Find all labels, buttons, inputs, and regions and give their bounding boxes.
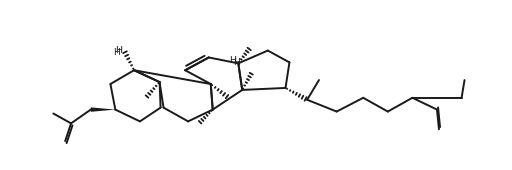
Polygon shape [91, 107, 115, 112]
Text: H: H [115, 46, 122, 55]
Text: H: H [229, 56, 236, 65]
Text: H: H [113, 48, 120, 57]
Text: H: H [233, 58, 240, 67]
